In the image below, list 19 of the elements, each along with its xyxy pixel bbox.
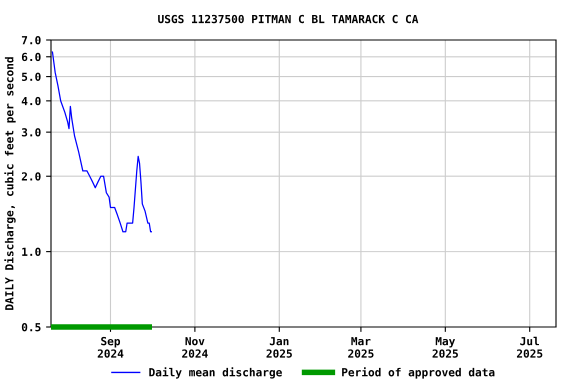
line-series xyxy=(52,50,153,232)
x-tick-label: Mar 2025 xyxy=(348,337,374,358)
y-tick-label: 6.0 xyxy=(22,52,41,62)
y-tick-label: 7.0 xyxy=(22,36,41,44)
x-tick-label: Jul 2025 xyxy=(516,336,542,358)
legend-label: Daily mean discharge xyxy=(149,367,282,379)
y-tick-label: 0.5 xyxy=(22,322,41,332)
y-tick-label: 3.0 xyxy=(22,128,41,137)
x-tick-label: Jan 2025 xyxy=(266,337,292,358)
x-tick-label: Sep 2024 xyxy=(98,336,124,358)
x-tick-label: Nov 2024 xyxy=(182,337,208,358)
y-tick-label: 2.0 xyxy=(22,172,41,181)
chart-title: USGS 11237500 PITMAN C BL TAMARACK C CA xyxy=(158,14,418,24)
y-tick-label: 5.0 xyxy=(22,72,41,81)
x-tick-label: May 2025 xyxy=(432,337,458,358)
legend-label: Period of approved data xyxy=(342,367,494,379)
y-tick-label: 4.0 xyxy=(22,96,41,106)
y-tick-label: 1.0 xyxy=(22,248,41,256)
y-axis-title: DAILY Discharge, cubic feet per second xyxy=(4,57,16,310)
